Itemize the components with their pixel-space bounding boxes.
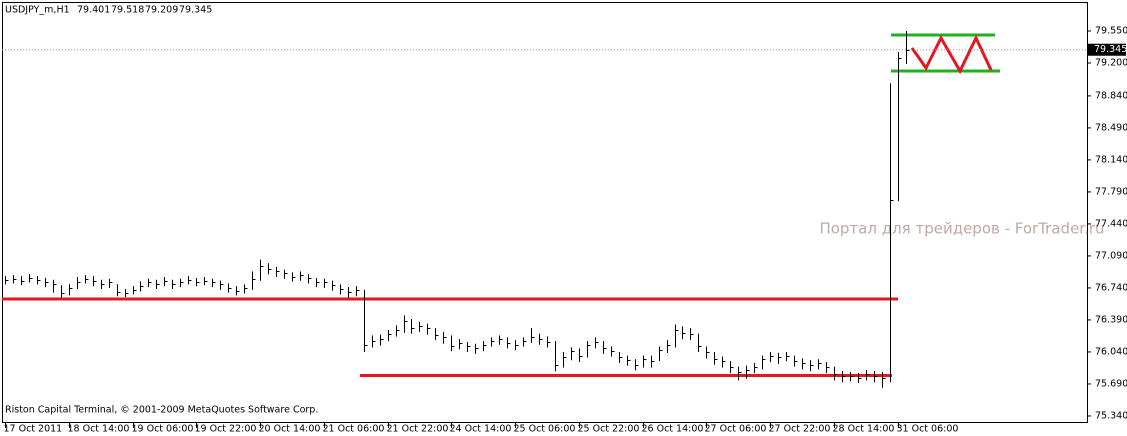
x-tick-label: 26 Oct 14:00 xyxy=(642,424,704,435)
y-tick-label: 78.140 xyxy=(1095,154,1127,165)
x-tick-label: 25 Oct 22:00 xyxy=(578,424,640,435)
plot-frame xyxy=(2,2,1088,423)
x-tick-label: 28 Oct 14:00 xyxy=(833,424,895,435)
x-tick-label: 21 Oct 06:00 xyxy=(323,424,385,435)
y-tick-label: 78.840 xyxy=(1095,90,1127,101)
x-tick-label: 27 Oct 22:00 xyxy=(769,424,831,435)
y-tick-label: 75.690 xyxy=(1095,378,1127,389)
y-tick-label: 79.200 xyxy=(1095,57,1127,68)
x-tick-label: 19 Oct 22:00 xyxy=(195,424,257,435)
y-tick-label: 76.040 xyxy=(1095,346,1127,357)
y-tick-label: 75.340 xyxy=(1095,410,1127,421)
header-close: 79.345 xyxy=(179,5,212,16)
y-tick-label: 77.440 xyxy=(1095,218,1127,229)
last-price-label: 79.345 xyxy=(1094,44,1127,55)
zigzag xyxy=(910,34,993,75)
x-tick-label: 31 Oct 06:00 xyxy=(897,424,959,435)
header-open: 79.401 xyxy=(77,5,110,16)
y-tick-label: 77.090 xyxy=(1095,250,1127,261)
x-tick-label: 20 Oct 14:00 xyxy=(259,424,321,435)
x-tick-label: 25 Oct 06:00 xyxy=(514,424,576,435)
header-high: 79.518 xyxy=(111,5,144,16)
x-tick-label: 18 Oct 14:00 xyxy=(68,424,130,435)
last-price-box xyxy=(1088,43,1126,56)
y-tick-label: 78.490 xyxy=(1095,122,1127,133)
y-tick-label: 76.390 xyxy=(1095,314,1127,325)
y-tick-label: 79.550 xyxy=(1095,25,1127,36)
x-tick-label: 17 Oct 2011 xyxy=(4,424,63,435)
symbol: USDJPY_m,H1 xyxy=(5,5,70,16)
copyright: Riston Capital Terminal, © 2001-2009 Met… xyxy=(5,405,318,416)
y-tick-label: 77.790 xyxy=(1095,186,1127,197)
x-tick-label: 27 Oct 06:00 xyxy=(705,424,767,435)
header-low: 79.209 xyxy=(145,5,178,16)
x-tick-label: 24 Oct 14:00 xyxy=(450,424,512,435)
x-tick-label: 19 Oct 06:00 xyxy=(132,424,194,435)
header: USDJPY_m,H1 79.401 79.518 79.209 79.345 xyxy=(5,5,212,16)
watermark: Портал для трейдеров - ForTrader.ru xyxy=(819,220,1104,238)
x-tick-label: 21 Oct 22:00 xyxy=(387,424,449,435)
y-tick-label: 76.740 xyxy=(1095,282,1127,293)
